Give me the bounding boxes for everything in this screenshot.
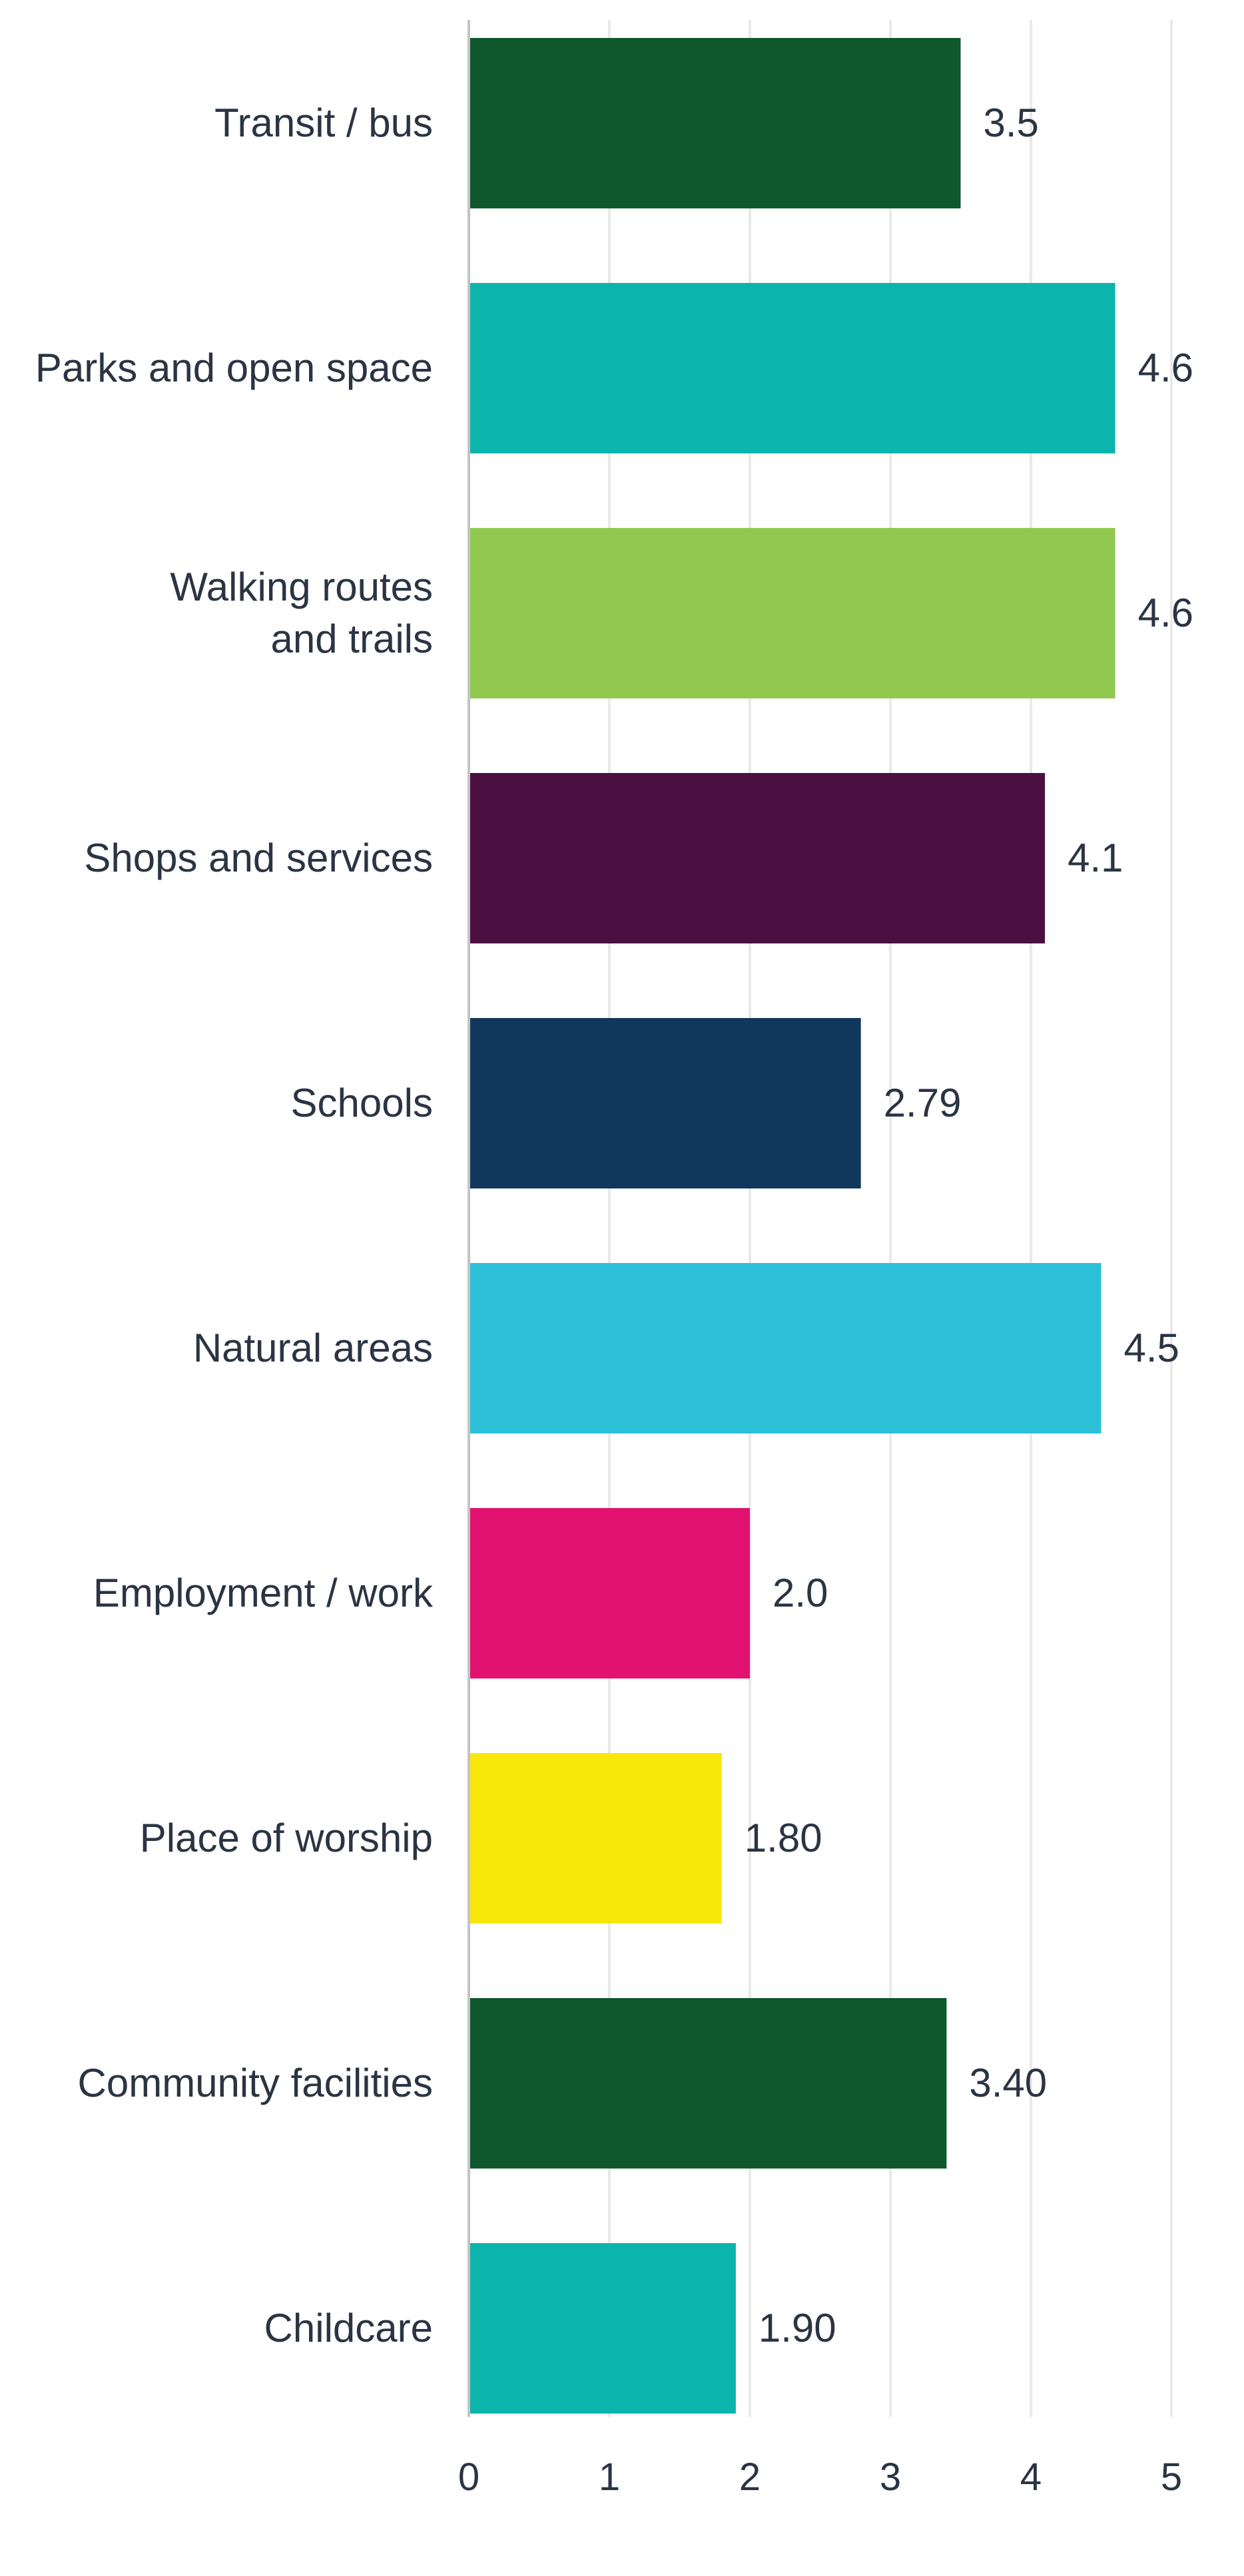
category-label: Shops and services: [84, 836, 433, 880]
x-tick-label: 0: [458, 2455, 479, 2499]
category-label-line: Community facilities: [78, 2061, 433, 2105]
bar: [469, 1263, 1101, 1433]
category-label: Parks and open space: [35, 346, 433, 390]
value-label: 1.80: [745, 1816, 822, 1860]
category-label-line: and trails: [271, 617, 433, 661]
category-label-line: Walking routes: [170, 565, 433, 609]
category-label: Place of worship: [140, 1816, 433, 1860]
bar: [469, 1753, 722, 1924]
category-label-line: Shops and services: [84, 836, 433, 880]
bar: [469, 2243, 736, 2414]
category-label: Schools: [291, 1081, 433, 1125]
value-label: 3.40: [969, 2061, 1047, 2105]
category-label-line: Transit / bus: [214, 101, 433, 145]
category-label: Natural areas: [193, 1326, 433, 1370]
category-label: Community facilities: [78, 2061, 433, 2105]
category-label-line: Childcare: [264, 2306, 433, 2350]
bar: [469, 1998, 947, 2169]
value-label: 4.5: [1124, 1326, 1179, 1370]
bar: [469, 1508, 750, 1678]
category-label-line: Employment / work: [93, 1571, 434, 1615]
value-label: 4.6: [1138, 591, 1193, 635]
value-label: 4.6: [1138, 346, 1193, 390]
x-tick-label: 1: [599, 2455, 620, 2499]
bar: [469, 528, 1115, 698]
bars: [469, 38, 1115, 2414]
value-labels: 3.5 4.6 4.6 4.1 2.79 4.5 2.0 1.80 3.40 1.90: [745, 101, 1193, 2350]
bar: [469, 773, 1046, 943]
category-label-line: Parks and open space: [35, 346, 433, 390]
value-label: 2.79: [884, 1081, 962, 1125]
category-label-line: Schools: [291, 1081, 433, 1125]
value-label: 4.1: [1068, 836, 1123, 880]
x-tick-labels: 0 1 2 3 4 5: [458, 2455, 1182, 2499]
value-label: 1.90: [759, 2306, 836, 2350]
category-label-line: Place of worship: [140, 1816, 433, 1860]
bar: [469, 1018, 861, 1188]
bar: [469, 283, 1115, 453]
x-tick-label: 3: [880, 2455, 901, 2499]
value-label: 2.0: [773, 1571, 828, 1615]
x-tick-label: 5: [1161, 2455, 1182, 2499]
category-label: Transit / bus: [214, 101, 433, 145]
value-label: 3.5: [984, 101, 1039, 145]
x-tick-label: 4: [1020, 2455, 1042, 2499]
category-labels: Transit / bus Parks and open space Walking…: [35, 101, 434, 2350]
bar: [469, 38, 961, 208]
category-label: Employment / work: [93, 1571, 434, 1615]
x-tick-label: 2: [739, 2455, 761, 2499]
category-label-line: Natural areas: [193, 1326, 433, 1370]
category-label: Walking routes and trails: [170, 565, 433, 661]
category-label: Childcare: [264, 2306, 433, 2350]
